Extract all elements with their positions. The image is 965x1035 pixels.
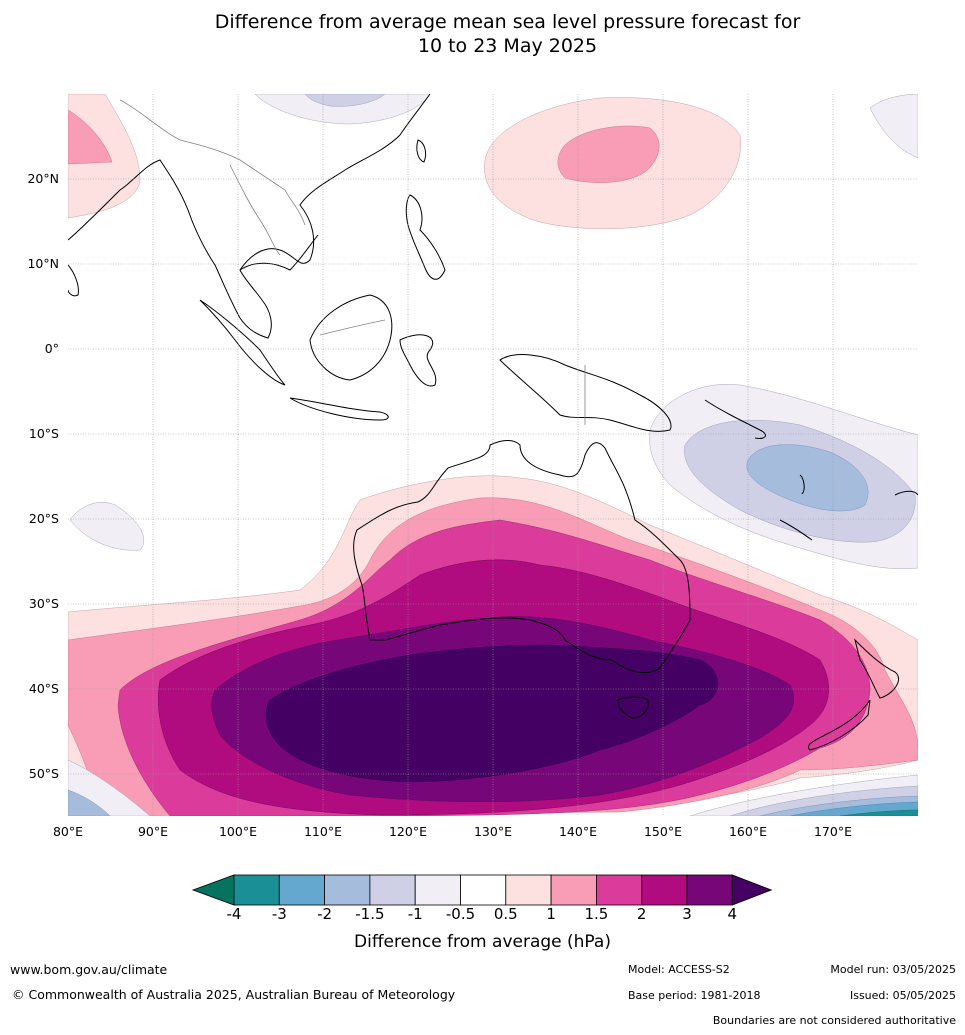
colorbar-tick-label: -2 [317, 905, 333, 923]
colorbar-segment [278, 874, 325, 906]
new-guinea-coastline [499, 354, 672, 432]
boundaries-disclaimer: Boundaries are not considered authoritat… [712, 1014, 956, 1027]
colorbar-tick-label: 3 [682, 905, 692, 923]
sulawesi-coastline [399, 334, 437, 387]
philippines-coastline [405, 194, 446, 280]
indochina-coastline [239, 234, 319, 271]
colorbar-tick-label: 1 [546, 905, 556, 923]
contour-neg1-north [304, 94, 386, 107]
country-borders [119, 99, 586, 425]
website-link[interactable]: www.bom.gov.au/climate [10, 962, 168, 977]
graticule [68, 94, 918, 816]
contour-neg1-south-west [68, 789, 111, 816]
longitude-label: 80°E [53, 824, 83, 839]
colorbar-segment [550, 874, 597, 906]
colorbar-tick-label: -1 [407, 905, 423, 923]
model-run-date: Model run: 03/05/2025 [830, 963, 956, 976]
latitude-label: 50°S [29, 766, 59, 781]
contour-4 [265, 644, 718, 783]
longitude-label: 140°E [559, 824, 597, 839]
contour-neg0.5-northeast [869, 94, 918, 159]
colorbar-tick-label: 0.5 [493, 905, 518, 923]
contour-1-indian-north [68, 109, 113, 165]
colorbar-tick-label: -0.5 [445, 905, 476, 923]
model-name: Model: ACCESS-S2 [628, 963, 730, 976]
taiwan-coastline [416, 139, 427, 163]
colorbar-tick-label: 4 [727, 905, 738, 923]
new-caledonia-coastline [779, 519, 813, 541]
java-coastline [289, 397, 389, 421]
latitude-label: 20°S [29, 511, 59, 526]
contour-neg1.5-pacific [746, 444, 869, 512]
mainland-asia-coastline [68, 94, 431, 339]
longitude-label: 150°E [644, 824, 682, 839]
colorbar-segment [460, 874, 507, 906]
tasmania-coastline [617, 696, 649, 719]
indochina-borders [229, 164, 281, 256]
longitude-label: 120°E [389, 824, 427, 839]
solomon-islands-coastline [704, 399, 766, 439]
colorbar-segment [414, 874, 461, 906]
colorbar-under-arrow [191, 874, 235, 906]
colorbar-tick-label: -3 [271, 905, 287, 923]
colorbar-tick-label: 2 [636, 905, 647, 923]
issued-date: Issued: 05/05/2025 [849, 989, 956, 1002]
colorbar-over-arrow [731, 874, 773, 906]
longitude-label: 100°E [219, 824, 257, 839]
contour-1-north-pacific [557, 125, 660, 183]
new-zealand-south-coastline [807, 699, 871, 751]
longitude-label: 160°E [729, 824, 767, 839]
longitude-label: 170°E [814, 824, 852, 839]
colorbar-tick-label: -1.5 [355, 905, 385, 923]
new-zealand-north-coastline [854, 638, 900, 699]
colorbar-tick-label: 1.5 [584, 905, 609, 923]
borneo-coastline [309, 294, 393, 381]
longitude-label: 90°E [138, 824, 168, 839]
sumatra-coastline [199, 299, 286, 386]
vanuatu-coastline [799, 474, 805, 495]
contour-neg0.5-west [69, 502, 145, 551]
sri-lanka-coastline [68, 264, 79, 297]
colorbar-segment [324, 874, 371, 906]
colorbar-segment [641, 874, 688, 906]
title-line-1: Difference from average mean sea level p… [214, 11, 801, 33]
latitude-label: 30°S [29, 596, 59, 611]
fiji-coastline [894, 490, 918, 496]
contour-neg0.5-north [254, 94, 431, 125]
latitude-label: 10°S [29, 426, 59, 441]
title-line-2: 10 to 23 May 2025 [417, 35, 598, 57]
borneo-border [319, 319, 386, 336]
map-title: Difference from average mean sea level p… [0, 10, 965, 58]
latitude-label: 20°N [27, 171, 59, 186]
colorbar-segment [369, 874, 416, 906]
latitude-label: 40°S [29, 681, 59, 696]
colorbar [191, 874, 773, 906]
asia-borders [119, 99, 306, 226]
colorbar-segment [233, 874, 280, 906]
colorbar-segment [596, 874, 643, 906]
australia-coastline [353, 440, 691, 673]
colorbar-segment [505, 874, 552, 906]
longitude-label: 110°E [304, 824, 342, 839]
coastlines [68, 94, 918, 751]
contour-neg3-south-east [839, 809, 918, 816]
colorbar-label: Difference from average (hPa) [354, 932, 611, 952]
latitude-label: 0° [45, 341, 59, 356]
longitude-label: 130°E [474, 824, 512, 839]
copyright-text: © Commonwealth of Australia 2025, Austra… [12, 987, 456, 1002]
colorbar-tick-label: -4 [226, 905, 242, 923]
base-period: Base period: 1981-2018 [628, 989, 761, 1002]
latitude-label: 10°N [27, 256, 59, 271]
colorbar-segment [686, 874, 733, 906]
axis-labels: 80°E 90°E 100°E 110°E 120°E 130°E 140°E 150°E 16… [27, 171, 852, 839]
